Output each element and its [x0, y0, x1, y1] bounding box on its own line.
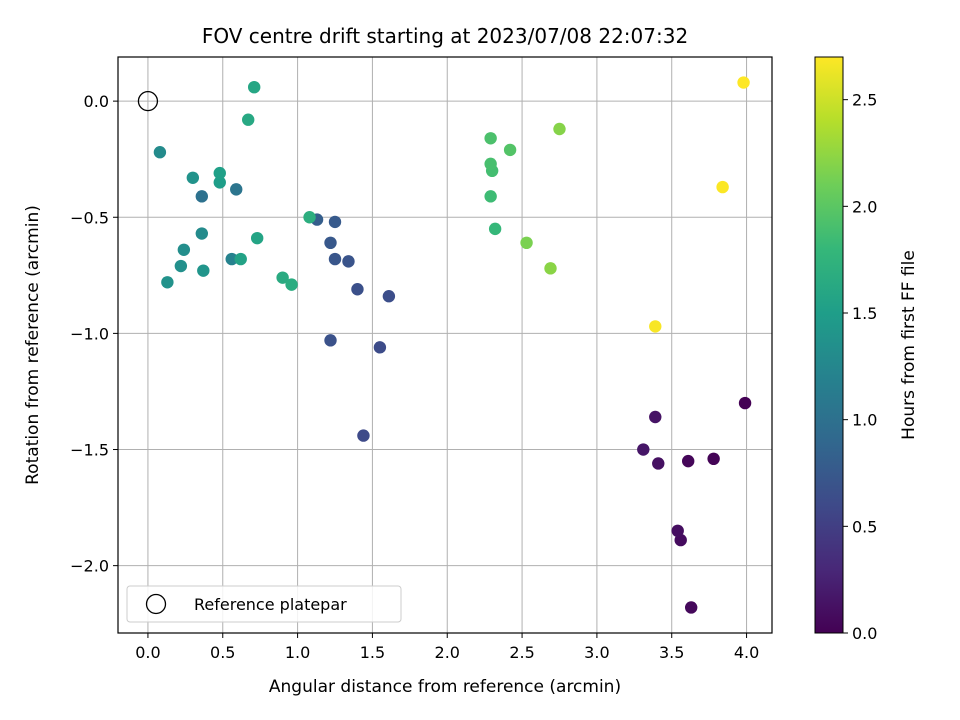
- data-point: [544, 262, 557, 275]
- data-point: [161, 276, 174, 289]
- data-point: [351, 283, 364, 296]
- data-point: [382, 290, 396, 303]
- data-point: [652, 457, 665, 470]
- data-point: [234, 252, 247, 266]
- data-point: [324, 334, 337, 347]
- chart-title: FOV centre drift starting at 2023/07/08 …: [202, 24, 688, 48]
- colorbar-tick-label: 1.5: [852, 304, 877, 323]
- plot-area: [118, 57, 772, 633]
- x-tick-label: 3.5: [659, 643, 684, 662]
- x-tick-label: 1.5: [360, 643, 385, 662]
- data-point: [197, 264, 210, 277]
- data-point: [342, 255, 355, 268]
- legend-label-reference: Reference platepar: [194, 595, 347, 614]
- x-tick-label: 4.0: [734, 643, 759, 662]
- plot-frame: [117, 56, 773, 634]
- colorbar-tick-label: 0.5: [852, 517, 877, 536]
- y-axis-label: Rotation from reference (arcmin): [23, 205, 43, 485]
- data-point: [671, 524, 684, 538]
- colorbar: [814, 56, 844, 634]
- data-point: [213, 176, 226, 189]
- data-point: [195, 190, 209, 203]
- y-tick-label: 0.0: [84, 92, 109, 111]
- colorbar-tick-label: 0.0: [852, 624, 877, 643]
- x-tick-label: 1.0: [285, 643, 310, 662]
- colorbar-tick-label: 2.0: [852, 197, 877, 216]
- data-point: [637, 443, 650, 456]
- data-point: [230, 183, 243, 196]
- data-point: [225, 252, 238, 266]
- data-point: [186, 171, 200, 184]
- colorbar-tick-label: 2.5: [852, 91, 877, 110]
- colorbar-label: Hours from first FF file: [899, 250, 919, 440]
- data-point: [242, 113, 255, 126]
- data-point: [328, 215, 342, 229]
- legend-open-circle-marker: [145, 593, 167, 615]
- x-axis-label: Angular distance from reference (arcmin): [269, 677, 621, 697]
- x-tick-label: 2.5: [509, 643, 534, 662]
- data-point: [303, 211, 316, 224]
- x-tick-label: 0.5: [210, 643, 235, 662]
- data-point: [649, 320, 662, 333]
- data-point: [484, 157, 497, 171]
- x-tick-label: 0.0: [135, 643, 160, 662]
- data-point: [520, 236, 533, 250]
- data-point: [684, 601, 698, 614]
- data-point: [247, 80, 261, 94]
- data-point: [276, 271, 289, 284]
- data-point: [488, 222, 502, 236]
- data-point: [484, 190, 497, 203]
- data-point: [195, 227, 209, 240]
- data-point: [213, 166, 226, 180]
- y-tick-label: −2.0: [70, 557, 109, 576]
- colorbar-tick-label: 1.0: [852, 411, 877, 430]
- data-point: [503, 143, 517, 157]
- grid: [118, 57, 772, 633]
- data-point: [328, 252, 342, 266]
- data-point: [153, 146, 167, 159]
- data-point: [250, 231, 264, 245]
- reference-platepar-marker: [137, 90, 159, 112]
- data-point: [357, 429, 370, 442]
- data-point: [681, 454, 695, 468]
- y-tick-label: −1.5: [70, 441, 109, 460]
- legend: Reference platepar: [126, 585, 402, 623]
- data-point: [484, 132, 497, 145]
- x-tick-label: 3.0: [584, 643, 609, 662]
- data-point: [707, 452, 720, 466]
- data-point: [649, 410, 662, 424]
- data-point: [738, 396, 752, 410]
- data-point: [174, 259, 188, 273]
- reference-marker-layer: [137, 90, 159, 112]
- y-tick-label: −1.0: [70, 324, 109, 343]
- data-point: [324, 236, 337, 250]
- data-point: [285, 278, 298, 291]
- data-point: [177, 243, 191, 256]
- data-point: [553, 122, 566, 136]
- x-tick-label: 2.0: [435, 643, 460, 662]
- y-tick-label: −0.5: [70, 208, 109, 227]
- axis-ticks: 0.0 0.5 1.0 1.5 2.0 2.5 3.0 3.5 4.0 0.0 −0.5 −1.0 −1…: [70, 92, 759, 662]
- legend-box: [126, 585, 402, 623]
- data-point: [373, 341, 387, 354]
- colorbar-ticks: 0.0 0.5 1.0 1.5 2.0 2.5: [843, 91, 877, 643]
- data-point: [737, 76, 750, 89]
- data-point: [716, 180, 729, 194]
- data-points: [153, 76, 752, 614]
